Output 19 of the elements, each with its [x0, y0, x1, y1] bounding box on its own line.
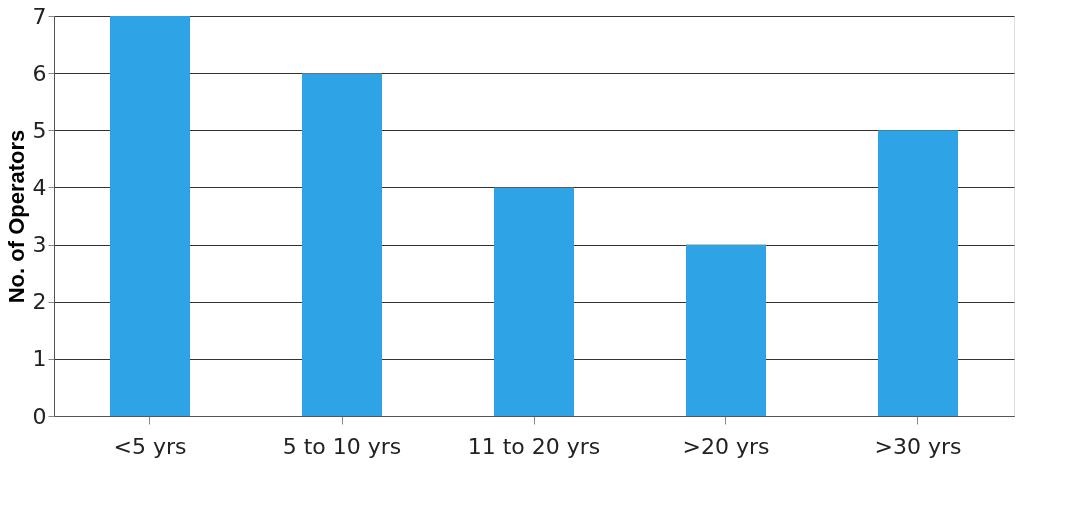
- y-tick-label: 5: [32, 117, 47, 143]
- x-tick-label: 11 to 20 yrs: [467, 433, 601, 459]
- bar: [494, 187, 574, 416]
- bar: [686, 244, 766, 416]
- bar: [302, 73, 382, 416]
- y-tick-label: 1: [32, 346, 47, 372]
- x-tick-label: >30 yrs: [874, 433, 962, 459]
- y-tick-label: 6: [32, 60, 47, 86]
- y-tick-label: 0: [32, 403, 47, 429]
- y-axis-title: No. of Operators: [3, 129, 29, 304]
- y-tick-label: 7: [32, 3, 47, 29]
- y-tick-label: 4: [32, 174, 47, 200]
- bar: [878, 130, 958, 416]
- x-tick-label: <5 yrs: [113, 433, 187, 459]
- y-tick-label: 2: [32, 289, 47, 315]
- y-tick-label: 3: [32, 232, 47, 258]
- x-tick-label: >20 yrs: [682, 433, 770, 459]
- x-tick-label: 5 to 10 yrs: [282, 433, 402, 459]
- bar: [110, 16, 190, 416]
